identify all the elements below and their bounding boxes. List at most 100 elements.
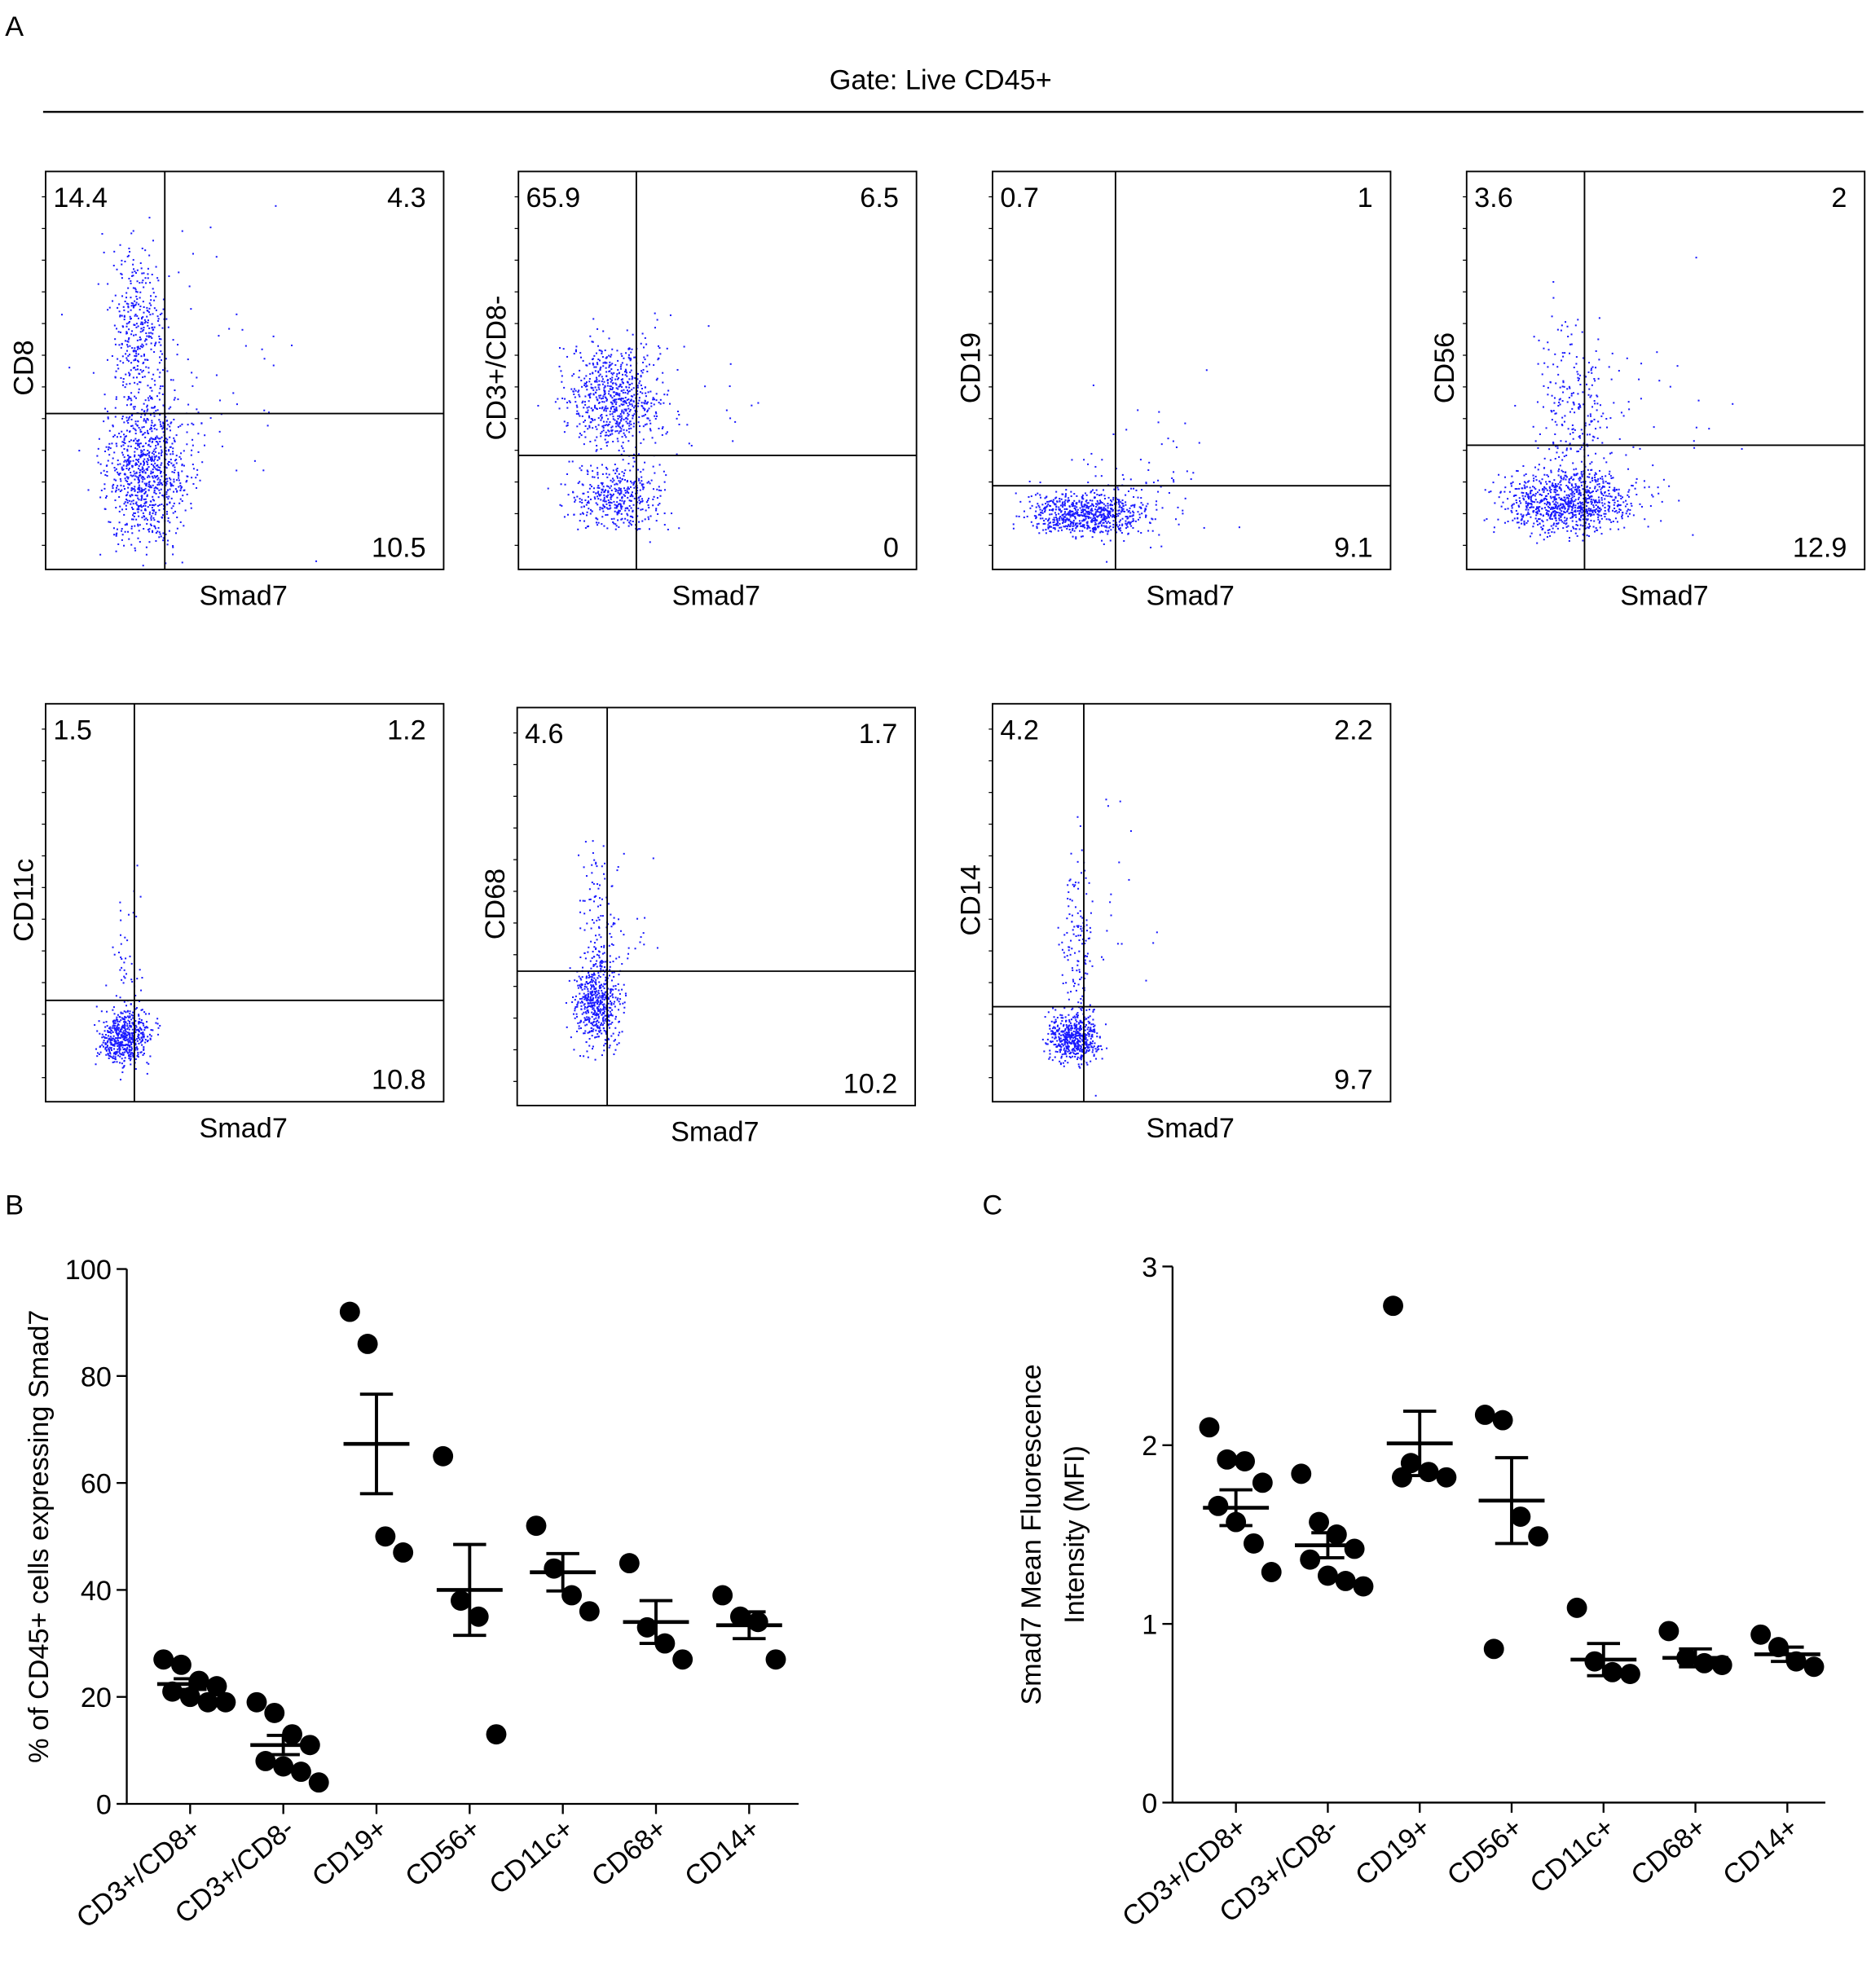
event-dot (1582, 357, 1584, 359)
event-dot (617, 440, 619, 442)
event-dot (268, 411, 271, 414)
event-dot (159, 420, 161, 423)
event-dot (604, 500, 606, 503)
event-dot (104, 1034, 107, 1036)
event-dot (625, 402, 627, 405)
event-dot (1591, 439, 1594, 442)
event-dot (622, 447, 624, 450)
event-dot (1121, 473, 1124, 476)
event-dot (634, 409, 636, 411)
event-dot (637, 405, 640, 407)
event-dot (1521, 487, 1524, 490)
event-dot (671, 512, 673, 515)
event-dot (236, 313, 238, 315)
event-dot (1577, 502, 1579, 504)
event-dot (134, 271, 137, 274)
event-dot (1117, 526, 1120, 528)
event-dot (129, 1049, 131, 1051)
event-dot (155, 447, 157, 450)
event-dot (108, 442, 111, 445)
event-dot (142, 363, 144, 365)
event-dot (158, 458, 161, 460)
event-dot (186, 480, 188, 482)
event-dot (1098, 512, 1101, 514)
event-dot (1130, 487, 1133, 490)
event-dot (139, 524, 141, 526)
event-dot (121, 508, 124, 511)
event-dot (126, 398, 129, 401)
event-dot (603, 408, 605, 411)
event-dot (1562, 381, 1565, 384)
event-dot (1574, 532, 1577, 534)
event-dot (1741, 448, 1743, 451)
event-dot (115, 398, 117, 400)
event-dot (1565, 517, 1568, 520)
event-dot (1566, 325, 1569, 328)
event-dot (156, 484, 159, 486)
event-dot (165, 459, 167, 461)
event-dot (1090, 512, 1093, 514)
event-dot (1076, 514, 1079, 517)
event-dot (1085, 517, 1087, 520)
event-dot (637, 497, 640, 499)
event-dot (1061, 518, 1063, 521)
event-dot (615, 375, 618, 377)
event-dot (1543, 507, 1546, 509)
event-dot (134, 333, 137, 336)
event-dot (143, 420, 145, 422)
event-dot (125, 465, 128, 468)
event-dot (1558, 468, 1561, 470)
event-dot (609, 501, 611, 504)
event-dot (128, 417, 130, 420)
event-dot (111, 1056, 113, 1058)
event-dot (624, 517, 627, 520)
event-dot (648, 481, 650, 483)
event-dot (165, 482, 168, 485)
event-dot (106, 358, 108, 361)
event-dot (623, 403, 625, 406)
event-dot (1065, 489, 1068, 491)
event-dot (1602, 412, 1605, 415)
event-dot (631, 403, 633, 406)
event-dot (140, 430, 143, 433)
event-dot (1118, 527, 1120, 530)
event-dot (125, 350, 128, 352)
event-dot (1486, 518, 1488, 521)
event-dot (191, 477, 193, 479)
event-dot (215, 374, 218, 376)
event-dot (151, 407, 153, 409)
event-dot (119, 1055, 121, 1058)
event-dot (1591, 510, 1594, 512)
event-dot (1583, 494, 1585, 496)
event-dot (592, 420, 594, 422)
event-dot (609, 504, 611, 507)
event-dot (1546, 489, 1548, 491)
event-dot (1060, 511, 1063, 513)
event-dot (262, 469, 265, 472)
event-dot (637, 421, 640, 424)
event-dot (1576, 473, 1578, 475)
event-dot (173, 398, 175, 401)
event-dot (596, 398, 598, 401)
event-dot (134, 1008, 137, 1010)
event-dot (1543, 473, 1546, 476)
event-dot (606, 485, 609, 487)
event-dot (645, 343, 648, 345)
event-dot (103, 1021, 105, 1023)
event-dot (1112, 509, 1114, 512)
event-dot (616, 483, 619, 486)
event-dot (1568, 385, 1570, 388)
event-dot (180, 452, 183, 455)
event-dot (117, 543, 120, 546)
event-dot (120, 376, 122, 379)
event-dot (78, 450, 81, 452)
event-dot (1530, 516, 1532, 518)
event-dot (172, 512, 174, 514)
event-dot (602, 420, 605, 423)
event-dot (108, 1038, 110, 1040)
event-dot (1081, 508, 1084, 511)
event-dot (607, 441, 610, 443)
event-dot (1603, 512, 1605, 515)
event-dot (1596, 480, 1599, 482)
event-dot (1594, 477, 1596, 479)
